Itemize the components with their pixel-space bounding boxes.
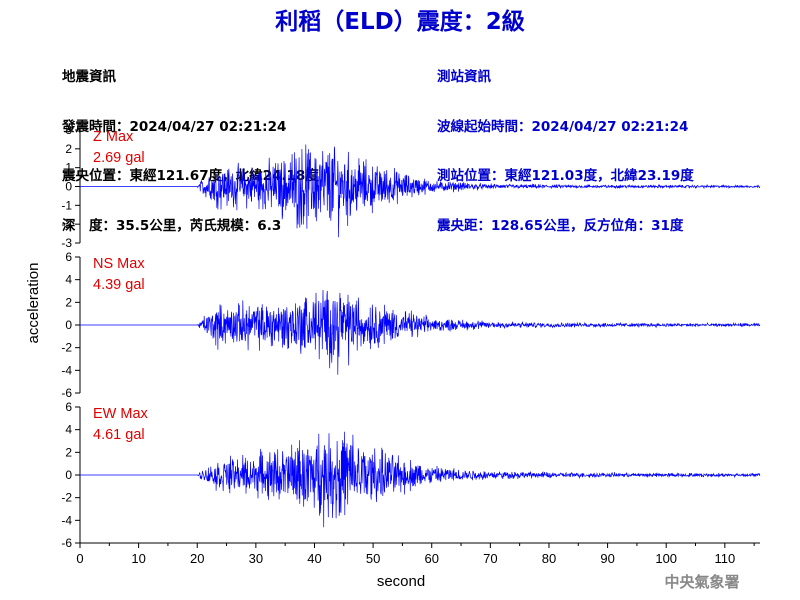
event-info-block: 地震資訊 發震時間：2024/04/27 02:21:24 震央位置：東經121… (62, 36, 319, 251)
waveform-ew (80, 431, 761, 528)
y-tick-label: 0 (65, 180, 72, 194)
x-tick-label: 110 (714, 551, 735, 566)
y-tick-label: 2 (65, 142, 72, 156)
waveform-z (80, 144, 761, 238)
chart-title: 利稻（ELD）震度：2級 (275, 9, 525, 35)
max-label-ns: NS Max (93, 256, 145, 272)
max-label-z: Z Max (93, 129, 134, 145)
x-tick-label: 70 (483, 551, 497, 566)
max-label-ew: EW Max (93, 406, 149, 422)
y-tick-label: -1 (61, 198, 72, 212)
agency-watermark: 中央氣象署 (664, 573, 739, 591)
y-tick-label: -4 (61, 363, 72, 377)
station-location: 測站位置：東經121.03度，北緯23.19度 (437, 168, 694, 184)
x-tick-label: 10 (131, 551, 145, 566)
y-tick-label: -3 (61, 236, 72, 250)
x-tick-label: 30 (249, 551, 263, 566)
y-tick-label: 1 (65, 161, 72, 175)
x-tick-label: 40 (307, 551, 321, 566)
y-tick-label: -6 (61, 536, 72, 550)
x-tick-label: 80 (542, 551, 556, 566)
event-depth-magnitude: 深 度：35.5公里，芮氏規模：6.3 (62, 217, 282, 234)
station-info-block: 測站資訊 波線起始時間：2024/04/27 02:21:24 測站位置：東經1… (437, 36, 694, 251)
y-tick-label: -2 (61, 217, 72, 231)
max-value-ew: 4.61 gal (93, 427, 145, 443)
x-tick-label: 60 (424, 551, 438, 566)
y-tick-label: 4 (65, 273, 72, 287)
y-tick-label: -4 (61, 513, 72, 527)
event-time: 發震時間：2024/04/27 02:21:24 (62, 118, 287, 135)
y-tick-label: 0 (65, 468, 72, 482)
y-tick-label: 6 (65, 250, 72, 264)
x-tick-label: 20 (190, 551, 204, 566)
y-axis-label: acceleration (25, 263, 42, 344)
y-tick-label: -2 (61, 341, 72, 355)
event-info-heading: 地震資訊 (62, 69, 116, 85)
x-tick-label: 90 (600, 551, 614, 566)
y-tick-label: 0 (65, 318, 72, 332)
station-distance: 震央距：128.65公里，反方位角：31度 (437, 217, 684, 234)
waveform-ns (80, 289, 761, 375)
y-tick-label: 2 (65, 295, 72, 309)
x-tick-label: 0 (76, 551, 83, 566)
y-tick-label: -6 (61, 386, 72, 400)
station-wave-start: 波線起始時間：2024/04/27 02:21:24 (437, 118, 689, 135)
y-tick-label: -2 (61, 491, 72, 505)
y-tick-label: 2 (65, 445, 72, 459)
max-value-z: 2.69 gal (93, 150, 145, 166)
max-value-ns: 4.39 gal (93, 277, 145, 293)
x-tick-label: 100 (655, 551, 677, 566)
y-tick-label: 4 (65, 423, 72, 437)
station-info-heading: 測站資訊 (437, 69, 491, 85)
x-axis-label: second (377, 573, 425, 590)
y-tick-label: 3 (65, 123, 72, 137)
x-tick-label: 50 (366, 551, 380, 566)
y-tick-label: 6 (65, 400, 72, 414)
